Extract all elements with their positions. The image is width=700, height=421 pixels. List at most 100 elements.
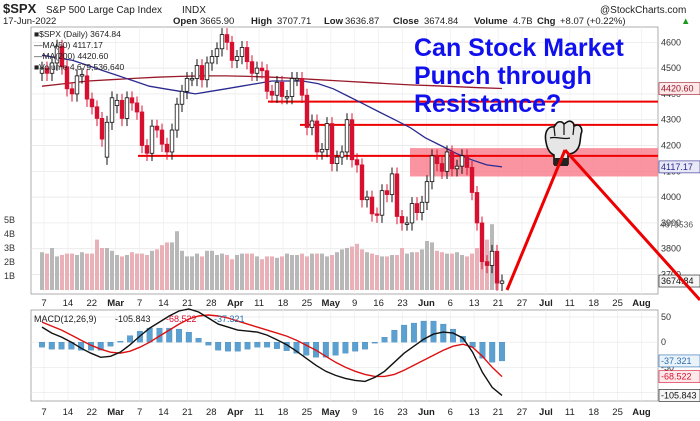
candle-body	[184, 78, 190, 92]
volume-bar	[470, 253, 474, 290]
candle-body	[239, 47, 245, 57]
volume-bar	[305, 256, 309, 290]
quote-date: 17-Jun-2022	[3, 16, 56, 27]
candle-body	[274, 81, 280, 96]
candle-body	[94, 106, 100, 119]
candle-body	[219, 34, 225, 50]
volume-bar	[140, 253, 144, 290]
volume-bar	[90, 253, 94, 290]
legend-ma200: —MA(200) 4420.60	[34, 51, 108, 61]
macd-value-flag	[658, 354, 700, 368]
volume-bar	[205, 250, 209, 290]
macd-histogram-bar	[332, 342, 339, 356]
volume-bar	[245, 253, 249, 290]
volume-bar	[95, 239, 99, 290]
candle-body	[344, 119, 350, 153]
macd-histogram-bar	[117, 341, 124, 343]
x-tick-label: 28	[206, 298, 217, 309]
candle-body	[449, 151, 455, 170]
candle-body	[499, 280, 505, 284]
volume-bar	[460, 255, 464, 290]
svg-text:3707.71: 3707.71	[277, 16, 311, 27]
candle-body	[99, 118, 105, 140]
candle-body	[364, 196, 370, 201]
x-tick-label: Mar	[107, 298, 124, 309]
volume-bar	[420, 249, 424, 290]
macd-histogram-bar	[371, 342, 378, 344]
macd-value-flag	[658, 389, 700, 402]
volume-bar	[365, 252, 369, 290]
candle-body	[59, 45, 65, 68]
candle-body	[309, 120, 315, 128]
volume-bar	[60, 255, 64, 290]
volume-bar	[75, 255, 79, 290]
volume-bar	[165, 242, 169, 290]
candle-body	[74, 75, 80, 95]
candle-body	[304, 94, 310, 128]
x-tick-label: 9	[352, 407, 357, 418]
macd-histogram-bar	[215, 342, 222, 351]
value-flag-label: 3674.84	[661, 276, 694, 286]
volume-bar	[315, 253, 319, 290]
candle-body	[124, 97, 130, 119]
macd-histogram-bar	[410, 322, 417, 343]
candle-body	[209, 56, 215, 64]
volume-bar	[85, 253, 89, 290]
candle-body	[494, 250, 500, 284]
candle-body	[329, 123, 335, 164]
candle-body	[434, 155, 440, 164]
volume-bar	[390, 255, 394, 290]
candle-body	[314, 120, 320, 153]
x-tick-label: 11	[565, 298, 575, 309]
volume-bar	[135, 253, 139, 290]
candle-body	[374, 213, 380, 216]
x-tick-label: 9	[352, 298, 357, 309]
svg-text:4.7B: 4.7B	[513, 16, 533, 27]
volume-bar	[455, 252, 459, 290]
x-tick-label: 18	[588, 407, 599, 418]
candle-body	[234, 56, 240, 61]
price-tick-label: 4500	[661, 63, 681, 73]
candle-body	[159, 129, 165, 145]
svg-text:+8.07 (+0.22%): +8.07 (+0.22%)	[560, 16, 626, 27]
macd-histogram-bar	[166, 327, 173, 343]
value-flag	[658, 82, 700, 95]
volume-bar	[250, 253, 254, 290]
x-tick-label: Apr	[227, 407, 244, 418]
svg-text:-37.321: -37.321	[214, 314, 245, 324]
macd-histogram-bar	[264, 342, 271, 348]
candle-body	[154, 125, 160, 131]
volume-bar	[55, 256, 59, 290]
volume-bar	[270, 256, 274, 290]
x-tick-label: 16	[373, 407, 384, 418]
quote-line: Open 3665.90 High 3707.71 Low 3636.87 Cl…	[173, 16, 690, 27]
candle-body	[469, 167, 475, 193]
volume-bar	[105, 248, 109, 290]
candle-body	[189, 78, 195, 81]
x-tick-label: Mar	[107, 407, 124, 418]
volume-bar	[385, 256, 389, 290]
volume-bar	[65, 253, 69, 290]
candle-body	[204, 62, 210, 81]
volume-bar	[355, 243, 359, 290]
candle-body	[324, 123, 330, 150]
candle-body	[244, 47, 250, 63]
volume-bar	[395, 255, 399, 290]
volume-bar	[70, 253, 74, 290]
candle-body	[259, 67, 265, 72]
x-tick-label: 7	[137, 298, 142, 309]
svg-text:High: High	[251, 16, 272, 27]
x-tick-label: Jun	[418, 298, 435, 309]
volume-bar	[345, 248, 349, 290]
candle-body	[119, 99, 125, 119]
candle-body	[174, 103, 180, 131]
price-tick-label: 3700	[661, 270, 681, 280]
projection-lines	[505, 148, 700, 302]
candle-body	[69, 88, 75, 95]
volume-bar	[290, 255, 294, 290]
candle-body	[299, 78, 305, 96]
candle-body	[44, 67, 50, 74]
volume-bar	[215, 255, 219, 290]
annotation-text: Can Stock Market Punch through Resistanc…	[414, 34, 624, 118]
